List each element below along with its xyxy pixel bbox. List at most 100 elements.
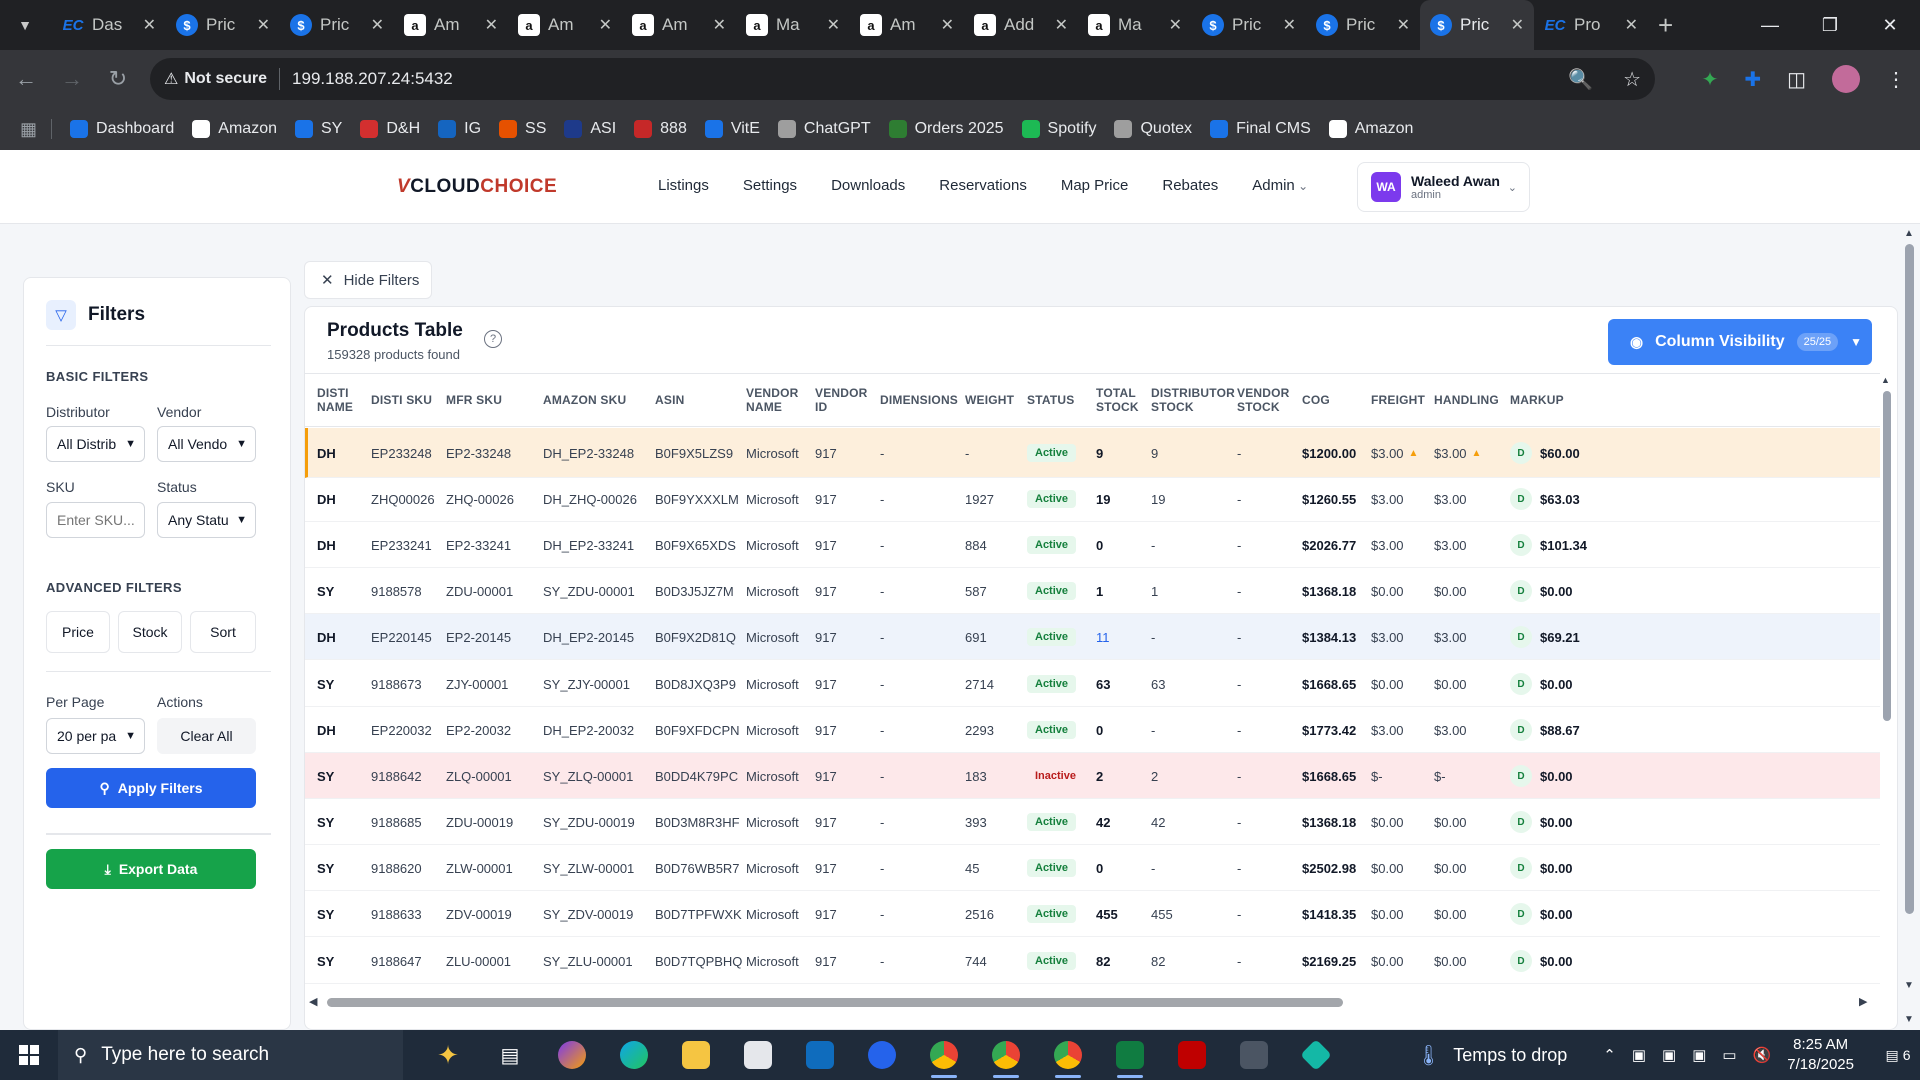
display-icon[interactable]: ▣ xyxy=(1692,1047,1707,1064)
table-row[interactable]: DH EP220032 EP2-20032 DH_EP2-20032 B0F9XFDCP… xyxy=(305,707,1880,753)
scroll-down-arrow[interactable]: ▼ xyxy=(1904,980,1914,991)
edge-icon[interactable] xyxy=(603,1030,665,1080)
scroll-up-arrow[interactable]: ▲ xyxy=(1881,375,1890,385)
extension-icon[interactable]: ✚ xyxy=(1744,68,1762,91)
nav-link[interactable]: Settings xyxy=(743,177,797,194)
nav-link[interactable]: Listings xyxy=(658,177,709,194)
bookmark-item[interactable]: 888 xyxy=(634,120,687,138)
scroll-thumb[interactable] xyxy=(1883,391,1891,721)
stock-filter-button[interactable]: Stock xyxy=(118,611,182,653)
export-data-button[interactable]: ⤓ Export Data xyxy=(46,849,256,889)
help-icon[interactable]: ? xyxy=(484,330,502,348)
table-vertical-scrollbar[interactable]: ▲ xyxy=(1880,373,1894,993)
column-header-distributor-stock[interactable]: DISTRIBUTOR STOCK xyxy=(1151,374,1235,426)
close-tab-icon[interactable]: ✕ xyxy=(142,17,156,34)
bookmark-item[interactable]: Amazon xyxy=(192,120,277,138)
column-visibility-button[interactable]: ◉ Column Visibility 25/25 ▼ xyxy=(1608,319,1872,365)
hide-filters-button[interactable]: ✕ Hide Filters xyxy=(304,261,432,299)
column-header-mfr-sku[interactable]: MFR SKU xyxy=(446,374,502,426)
table-row[interactable]: SY 9188620 ZLW-00001 SY_ZLW-00001 B0D76WB5R7… xyxy=(305,845,1880,891)
column-header-disti-name[interactable]: DISTI NAME xyxy=(317,374,353,426)
column-header-vendor-stock[interactable]: VENDOR STOCK xyxy=(1237,374,1290,426)
browser-tab[interactable]: $ Pric ✕ xyxy=(1420,0,1534,50)
profile-avatar[interactable] xyxy=(1832,65,1860,93)
scroll-up-arrow[interactable]: ▲ xyxy=(1904,228,1914,239)
omnibox[interactable]: ⚠ Not secure 199.188.207.24:5432 🔍 ☆ xyxy=(150,58,1655,100)
close-window-button[interactable]: ✕ xyxy=(1882,14,1898,35)
price-filter-button[interactable]: Price xyxy=(46,611,110,653)
table-row[interactable]: DH EP233248 EP2-33248 DH_EP2-33248 B0F9X5LZS… xyxy=(305,428,1880,478)
nav-link[interactable]: Map Price xyxy=(1061,177,1129,194)
close-tab-icon[interactable]: ✕ xyxy=(256,17,270,34)
nav-link[interactable]: Rebates xyxy=(1162,177,1218,194)
browser-tab[interactable]: EC Pro ✕ xyxy=(1534,0,1648,50)
browser-tab[interactable]: a Am ✕ xyxy=(622,0,736,50)
close-tab-icon[interactable]: ✕ xyxy=(1168,17,1182,34)
close-tab-icon[interactable]: ✕ xyxy=(484,17,498,34)
widgets-icon[interactable]: ✦ xyxy=(437,1039,459,1070)
chrome-icon[interactable] xyxy=(975,1030,1037,1080)
bookmark-item[interactable]: ASI xyxy=(564,120,616,138)
reload-button[interactable]: ↻ xyxy=(108,66,128,91)
browser-tab[interactable]: $ Pric ✕ xyxy=(1192,0,1306,50)
security-label[interactable]: Not secure xyxy=(184,70,268,87)
bookmark-star-icon[interactable]: ☆ xyxy=(1623,68,1641,91)
forward-button[interactable]: → xyxy=(61,66,83,91)
table-row[interactable]: DH ZHQ00026 ZHQ-00026 DH_ZHQ-00026 B0F9YXXXL… xyxy=(305,476,1880,522)
column-header-vendor-name[interactable]: VENDOR NAME xyxy=(746,374,799,426)
column-header-weight[interactable]: WEIGHT xyxy=(965,374,1014,426)
table-row[interactable]: SY 9188685 ZDU-00019 SY_ZDU-00019 B0D3M8R3HF… xyxy=(305,799,1880,845)
extension-icon[interactable]: ✦ xyxy=(1701,68,1719,91)
close-tab-icon[interactable]: ✕ xyxy=(1510,17,1524,34)
close-tab-icon[interactable]: ✕ xyxy=(940,17,954,34)
column-header-handling[interactable]: HANDLING xyxy=(1434,374,1499,426)
column-header-markup[interactable]: MARKUP xyxy=(1510,374,1564,426)
close-tab-icon[interactable]: ✕ xyxy=(598,17,612,34)
column-header-disti-sku[interactable]: DISTI SKU xyxy=(371,374,432,426)
vcloudchoice-logo[interactable]: VCLOUDCHOICE xyxy=(397,176,558,197)
sort-button[interactable]: Sort xyxy=(190,611,256,653)
close-tab-icon[interactable]: ✕ xyxy=(712,17,726,34)
bookmark-item[interactable]: Spotify xyxy=(1021,120,1096,138)
table-row[interactable]: DH EP220145 EP2-20145 DH_EP2-20145 B0F9X2D81… xyxy=(305,614,1880,660)
copilot-icon[interactable] xyxy=(541,1030,603,1080)
chrome-icon[interactable] xyxy=(913,1030,975,1080)
nav-link[interactable]: Reservations xyxy=(939,177,1027,194)
table-row[interactable]: SY 9188673 ZJY-00001 SY_ZJY-00001 B0D8JXQ3P9… xyxy=(305,661,1880,707)
bookmark-item[interactable]: SY xyxy=(295,120,342,138)
per-page-select[interactable]: 20 per pa ▼ xyxy=(46,718,145,754)
app-icon[interactable] xyxy=(1285,1030,1347,1080)
chrome-icon[interactable] xyxy=(1037,1030,1099,1080)
nav-link[interactable]: Admin ⌄ xyxy=(1252,177,1308,194)
browser-tab[interactable]: $ Pric ✕ xyxy=(166,0,280,50)
url-text[interactable]: 199.188.207.24:5432 xyxy=(292,69,453,88)
table-row[interactable]: SY 9188647 ZLU-00001 SY_ZLU-00001 B0D7TQPBHQ… xyxy=(305,938,1880,984)
browser-tab[interactable]: EC Das ✕ xyxy=(52,0,166,50)
scroll-left-arrow[interactable]: ◀ xyxy=(309,996,318,1008)
column-header-total-stock[interactable]: TOTAL STOCK xyxy=(1096,374,1139,426)
bookmark-item[interactable]: Quotex xyxy=(1114,120,1192,138)
close-tab-icon[interactable]: ✕ xyxy=(1282,17,1296,34)
column-header-status[interactable]: STATUS xyxy=(1027,374,1074,426)
bookmark-item[interactable]: Amazon xyxy=(1328,120,1413,138)
back-button[interactable]: ← xyxy=(15,66,37,91)
puzzle-icon[interactable]: ◫ xyxy=(1787,68,1806,91)
close-tab-icon[interactable]: ✕ xyxy=(826,17,840,34)
excel-icon[interactable] xyxy=(1099,1030,1161,1080)
bookmark-item[interactable]: Final CMS xyxy=(1210,120,1311,138)
task-view-icon[interactable]: ▤ xyxy=(500,1044,520,1067)
bookmark-item[interactable]: Orders 2025 xyxy=(888,120,1004,138)
browser-tab[interactable]: a Ma ✕ xyxy=(1078,0,1192,50)
table-row[interactable]: SY 9188642 ZLQ-00001 SY_ZLQ-00001 B0DD4K79PC… xyxy=(305,753,1880,799)
notifications-button[interactable]: ▤ 6 xyxy=(1885,1046,1911,1064)
close-tab-icon[interactable]: ✕ xyxy=(1054,17,1068,34)
vendor-select[interactable]: All Vendo ▼ xyxy=(157,426,256,462)
sku-input[interactable] xyxy=(46,502,145,538)
page-scrollbar[interactable]: ▲ ▼ ▼ xyxy=(1900,224,1920,1030)
user-menu[interactable]: WA Waleed Awan admin ⌄ xyxy=(1357,162,1530,212)
taskbar-search[interactable]: ⚲ Type here to search xyxy=(58,1030,403,1080)
network-icon[interactable]: ▣ xyxy=(1631,1047,1647,1064)
column-header-cog[interactable]: COG xyxy=(1302,374,1330,426)
start-button[interactable] xyxy=(0,1030,58,1080)
table-horizontal-scrollbar[interactable]: ◀ ▶ xyxy=(305,993,1897,1011)
